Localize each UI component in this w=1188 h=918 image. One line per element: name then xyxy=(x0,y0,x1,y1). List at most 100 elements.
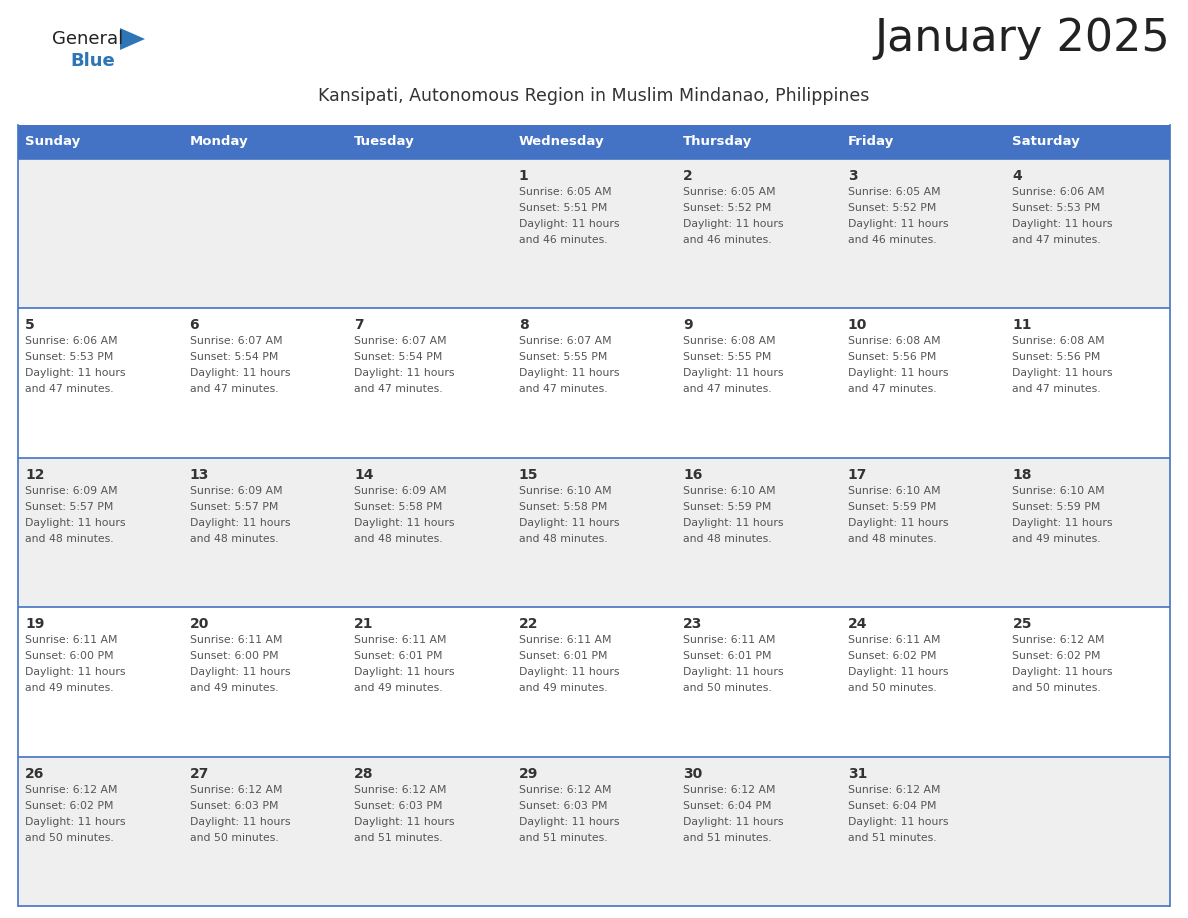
Text: Daylight: 11 hours: Daylight: 11 hours xyxy=(354,518,455,528)
Bar xyxy=(347,125,512,159)
Text: Sunrise: 6:10 AM: Sunrise: 6:10 AM xyxy=(519,486,612,496)
Text: Monday: Monday xyxy=(190,136,248,149)
Text: Daylight: 11 hours: Daylight: 11 hours xyxy=(683,518,784,528)
Text: Sunset: 6:01 PM: Sunset: 6:01 PM xyxy=(354,651,443,661)
Text: Sunrise: 6:11 AM: Sunrise: 6:11 AM xyxy=(519,635,611,645)
Text: Sunset: 6:01 PM: Sunset: 6:01 PM xyxy=(519,651,607,661)
Bar xyxy=(1005,125,1170,159)
Text: Daylight: 11 hours: Daylight: 11 hours xyxy=(683,817,784,826)
Text: 20: 20 xyxy=(190,617,209,632)
Text: Sunrise: 6:11 AM: Sunrise: 6:11 AM xyxy=(190,635,282,645)
Text: Sunset: 5:59 PM: Sunset: 5:59 PM xyxy=(848,502,936,512)
Bar xyxy=(512,125,676,159)
Polygon shape xyxy=(120,28,145,50)
Text: Sunrise: 6:05 AM: Sunrise: 6:05 AM xyxy=(683,187,776,197)
Text: Sunset: 5:51 PM: Sunset: 5:51 PM xyxy=(519,203,607,213)
Bar xyxy=(18,308,183,458)
Bar xyxy=(676,458,841,607)
Text: Daylight: 11 hours: Daylight: 11 hours xyxy=(519,667,619,677)
Text: 5: 5 xyxy=(25,319,34,332)
Text: Daylight: 11 hours: Daylight: 11 hours xyxy=(848,518,948,528)
Text: Sunset: 5:56 PM: Sunset: 5:56 PM xyxy=(848,353,936,363)
Text: Daylight: 11 hours: Daylight: 11 hours xyxy=(354,667,455,677)
Text: Sunrise: 6:07 AM: Sunrise: 6:07 AM xyxy=(519,336,612,346)
Text: 30: 30 xyxy=(683,767,702,780)
Text: Daylight: 11 hours: Daylight: 11 hours xyxy=(1012,518,1113,528)
Text: Daylight: 11 hours: Daylight: 11 hours xyxy=(683,368,784,378)
Bar xyxy=(18,607,183,756)
Bar xyxy=(183,159,347,308)
Text: Sunrise: 6:10 AM: Sunrise: 6:10 AM xyxy=(1012,486,1105,496)
Text: Sunrise: 6:10 AM: Sunrise: 6:10 AM xyxy=(848,486,941,496)
Text: Sunset: 5:53 PM: Sunset: 5:53 PM xyxy=(25,353,113,363)
Text: Sunset: 5:56 PM: Sunset: 5:56 PM xyxy=(1012,353,1101,363)
Bar xyxy=(18,458,183,607)
Text: Sunrise: 6:12 AM: Sunrise: 6:12 AM xyxy=(25,785,118,795)
Text: Sunset: 5:52 PM: Sunset: 5:52 PM xyxy=(683,203,772,213)
Text: Sunset: 5:55 PM: Sunset: 5:55 PM xyxy=(683,353,772,363)
Text: and 49 minutes.: and 49 minutes. xyxy=(25,683,114,693)
Text: Sunrise: 6:11 AM: Sunrise: 6:11 AM xyxy=(683,635,776,645)
Text: 4: 4 xyxy=(1012,169,1022,183)
Text: and 49 minutes.: and 49 minutes. xyxy=(354,683,443,693)
Text: Friday: Friday xyxy=(848,136,895,149)
Text: Sunset: 5:58 PM: Sunset: 5:58 PM xyxy=(519,502,607,512)
Text: Sunset: 5:57 PM: Sunset: 5:57 PM xyxy=(25,502,113,512)
Text: General: General xyxy=(52,30,124,48)
Bar xyxy=(1005,159,1170,308)
Text: Sunrise: 6:09 AM: Sunrise: 6:09 AM xyxy=(354,486,447,496)
Text: Daylight: 11 hours: Daylight: 11 hours xyxy=(848,368,948,378)
Text: Sunrise: 6:12 AM: Sunrise: 6:12 AM xyxy=(1012,635,1105,645)
Text: 26: 26 xyxy=(25,767,44,780)
Text: January 2025: January 2025 xyxy=(874,17,1170,60)
Text: Daylight: 11 hours: Daylight: 11 hours xyxy=(1012,219,1113,229)
Text: and 48 minutes.: and 48 minutes. xyxy=(354,533,443,543)
Text: Sunset: 5:57 PM: Sunset: 5:57 PM xyxy=(190,502,278,512)
Text: Sunrise: 6:05 AM: Sunrise: 6:05 AM xyxy=(848,187,941,197)
Bar xyxy=(512,607,676,756)
Text: 23: 23 xyxy=(683,617,702,632)
Text: Daylight: 11 hours: Daylight: 11 hours xyxy=(1012,667,1113,677)
Text: 12: 12 xyxy=(25,468,44,482)
Text: Daylight: 11 hours: Daylight: 11 hours xyxy=(683,219,784,229)
Text: 13: 13 xyxy=(190,468,209,482)
Text: Sunrise: 6:12 AM: Sunrise: 6:12 AM xyxy=(848,785,941,795)
Text: Sunset: 6:00 PM: Sunset: 6:00 PM xyxy=(25,651,114,661)
Text: Daylight: 11 hours: Daylight: 11 hours xyxy=(683,667,784,677)
Text: Sunrise: 6:09 AM: Sunrise: 6:09 AM xyxy=(190,486,283,496)
Text: Sunset: 6:00 PM: Sunset: 6:00 PM xyxy=(190,651,278,661)
Text: 31: 31 xyxy=(848,767,867,780)
Bar xyxy=(841,756,1005,906)
Bar xyxy=(1005,308,1170,458)
Text: 28: 28 xyxy=(354,767,374,780)
Text: Sunrise: 6:11 AM: Sunrise: 6:11 AM xyxy=(354,635,447,645)
Text: Daylight: 11 hours: Daylight: 11 hours xyxy=(25,667,126,677)
Text: and 48 minutes.: and 48 minutes. xyxy=(25,533,114,543)
Bar xyxy=(183,756,347,906)
Text: Sunset: 5:54 PM: Sunset: 5:54 PM xyxy=(354,353,442,363)
Text: 11: 11 xyxy=(1012,319,1032,332)
Bar xyxy=(512,159,676,308)
Text: Sunrise: 6:08 AM: Sunrise: 6:08 AM xyxy=(683,336,776,346)
Text: and 50 minutes.: and 50 minutes. xyxy=(25,833,114,843)
Text: Sunset: 6:03 PM: Sunset: 6:03 PM xyxy=(190,800,278,811)
Text: 6: 6 xyxy=(190,319,200,332)
Text: and 48 minutes.: and 48 minutes. xyxy=(519,533,607,543)
Text: Sunrise: 6:11 AM: Sunrise: 6:11 AM xyxy=(848,635,941,645)
Text: and 51 minutes.: and 51 minutes. xyxy=(519,833,607,843)
Text: and 47 minutes.: and 47 minutes. xyxy=(519,385,607,395)
Text: Daylight: 11 hours: Daylight: 11 hours xyxy=(1012,368,1113,378)
Text: Thursday: Thursday xyxy=(683,136,752,149)
Text: and 47 minutes.: and 47 minutes. xyxy=(1012,235,1101,245)
Text: Sunset: 5:59 PM: Sunset: 5:59 PM xyxy=(683,502,772,512)
Bar xyxy=(347,308,512,458)
Text: and 50 minutes.: and 50 minutes. xyxy=(683,683,772,693)
Bar xyxy=(1005,756,1170,906)
Bar xyxy=(676,125,841,159)
Text: and 47 minutes.: and 47 minutes. xyxy=(683,385,772,395)
Bar xyxy=(18,125,183,159)
Text: and 51 minutes.: and 51 minutes. xyxy=(683,833,772,843)
Text: 19: 19 xyxy=(25,617,44,632)
Text: 17: 17 xyxy=(848,468,867,482)
Text: Sunrise: 6:12 AM: Sunrise: 6:12 AM xyxy=(683,785,776,795)
